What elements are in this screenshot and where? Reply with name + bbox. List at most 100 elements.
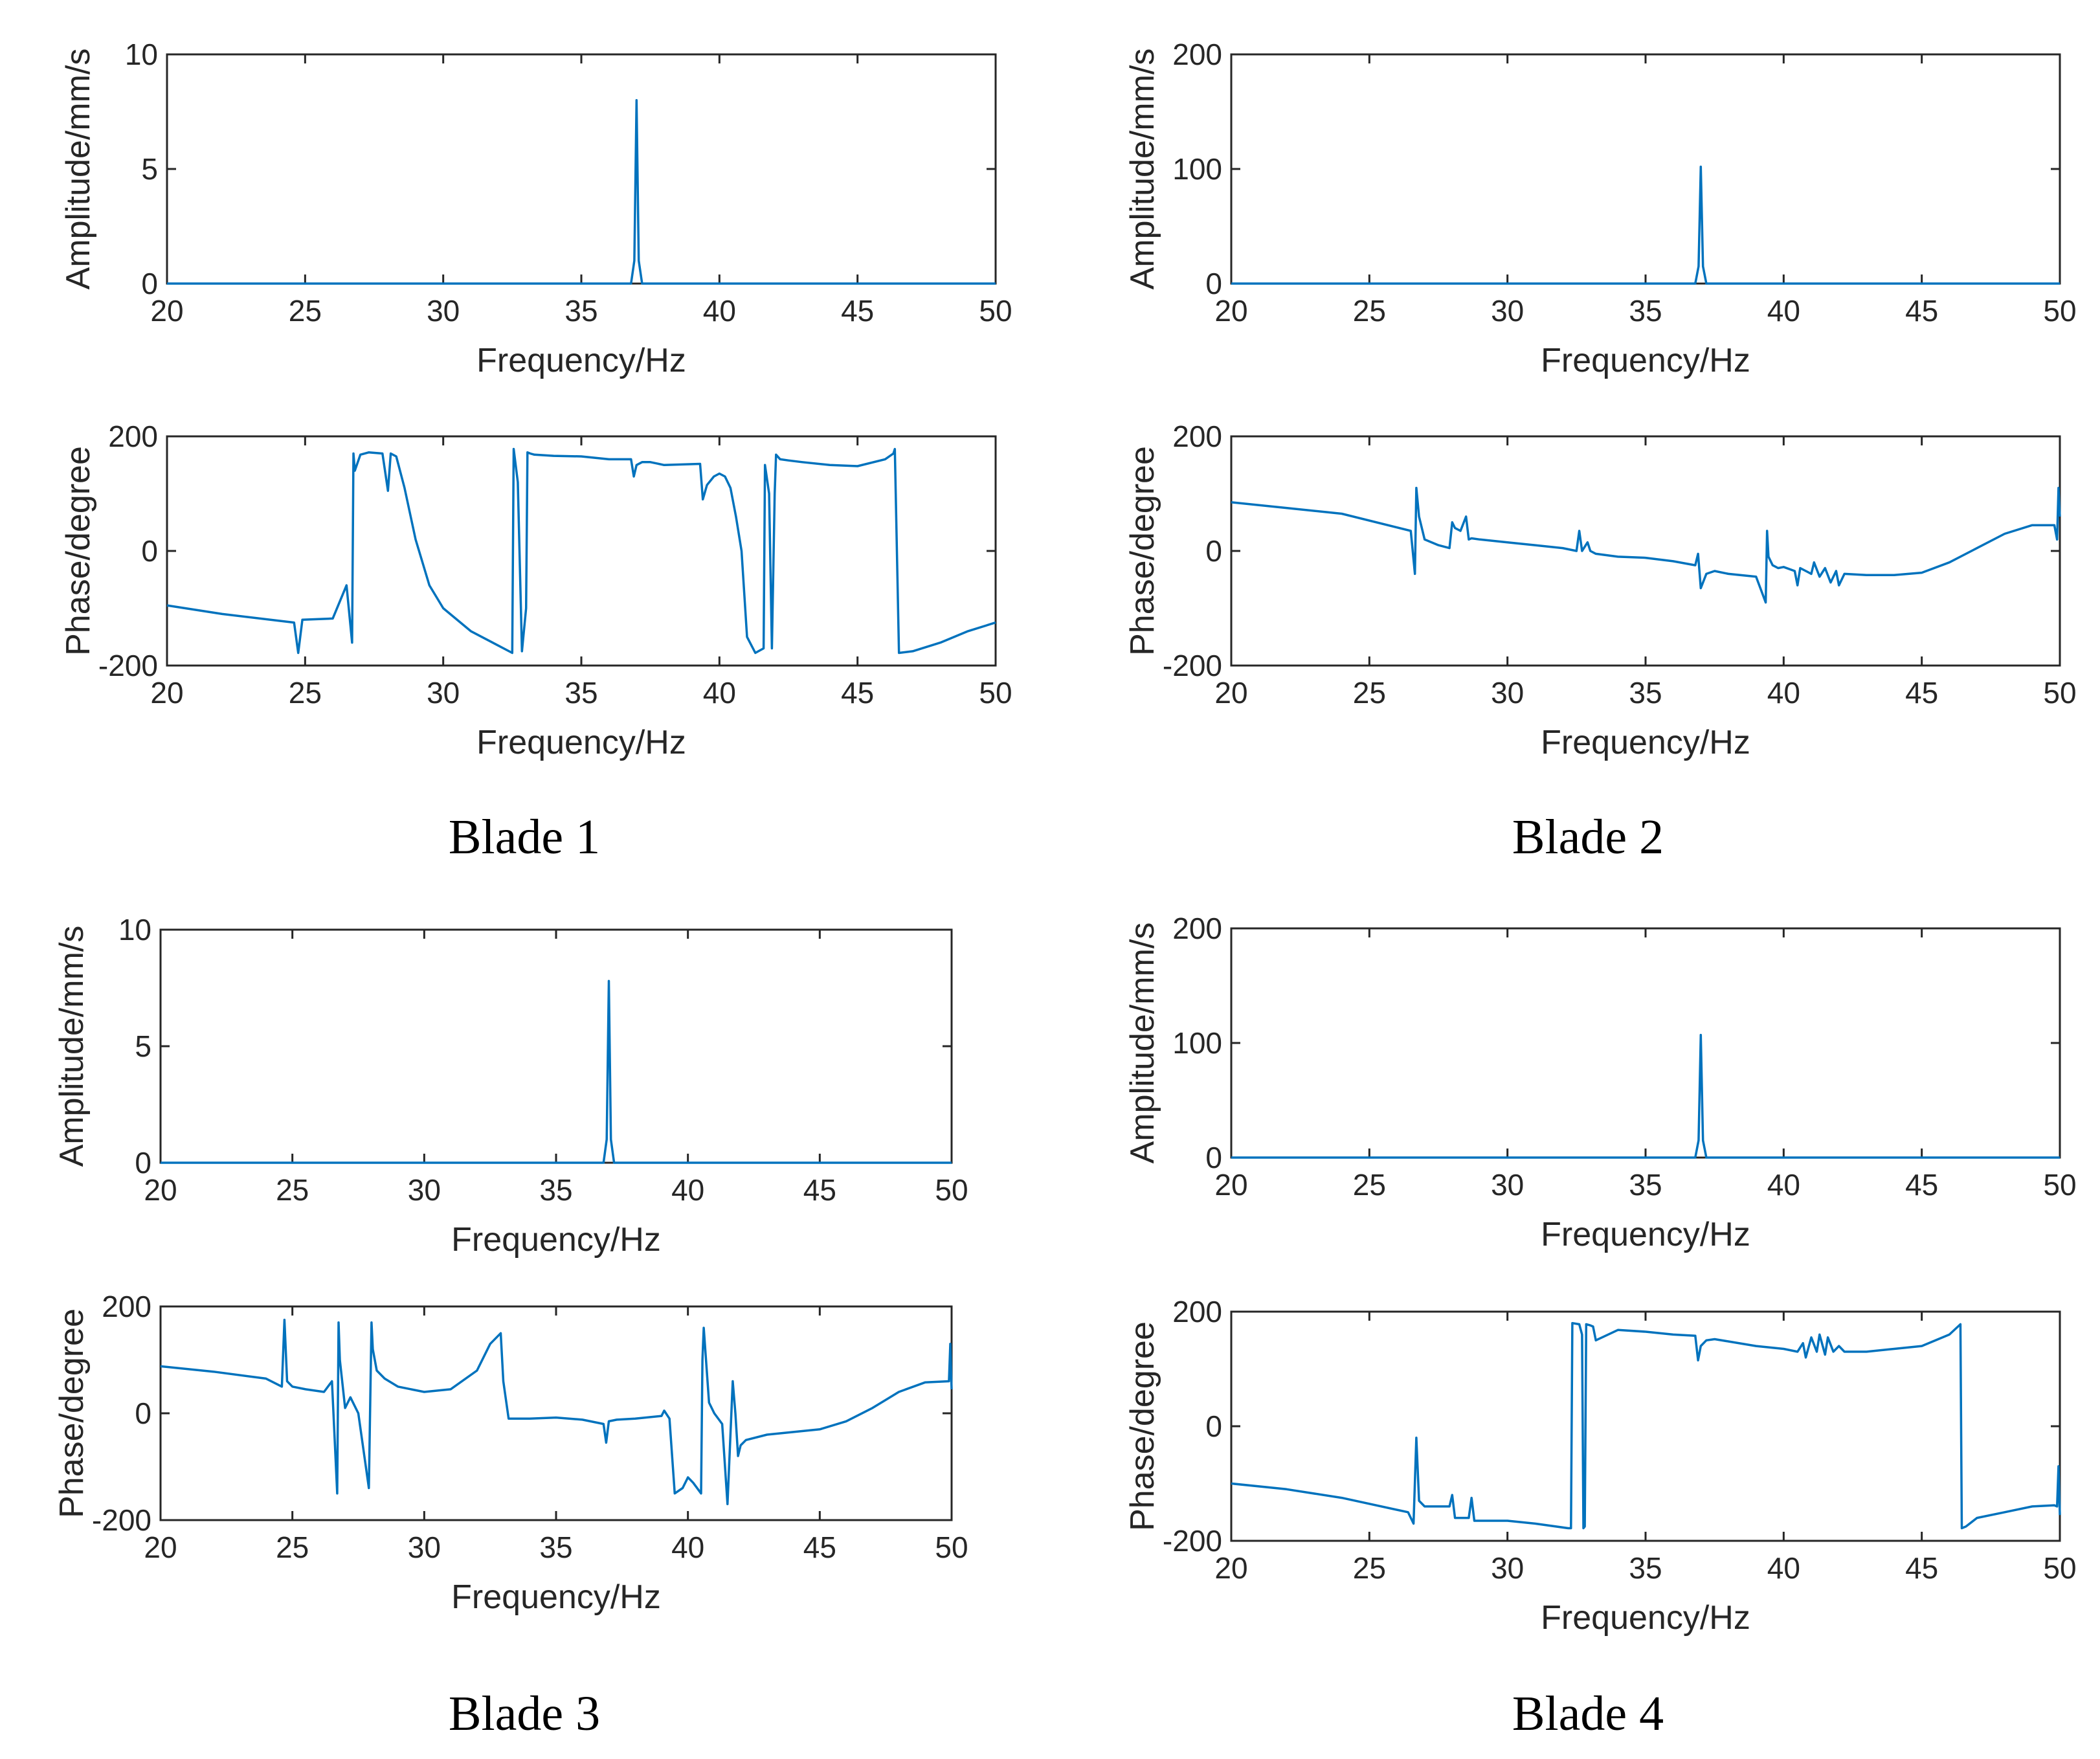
y-axis-label: Phase/degree [1124,446,1161,656]
y-tick-label: -200 [1163,1524,1222,1558]
x-tick-label: 35 [1629,294,1662,328]
x-axis-label: Frequency/Hz [476,342,686,379]
x-axis-label: Frequency/Hz [1541,342,1750,379]
x-tick-label: 45 [1905,294,1938,328]
series-line-amplitude [161,980,952,1164]
x-tick-label: 20 [144,1530,177,1564]
y-tick-label: 100 [1172,1026,1222,1060]
plot-area [1230,927,2061,1159]
caption-blade-3: Blade 3 [449,1686,600,1741]
series-line-amplitude [1231,1033,2060,1159]
chart-b3-amp: 20 25 30 35 40 45 50 0 5 10 Frequency/Hz Amplitude/… [53,913,968,1259]
plot-area [1230,53,2061,285]
x-tick-label: 40 [1767,1551,1800,1585]
y-tick-label: 10 [118,913,151,947]
x-tick-label: 20 [1214,1168,1247,1202]
x-tick-label: 20 [1214,294,1247,328]
x-tick-label: 30 [1491,1168,1524,1202]
x-axis-label: Frequency/Hz [1541,1216,1750,1253]
x-tick-label: 30 [408,1173,441,1207]
chart-b2-amp: 20 25 30 35 40 45 50 0 100 200 Frequency/Hz Amplitu… [1124,38,2077,379]
x-axis-label: Frequency/Hz [451,1578,661,1616]
x-tick-label: 40 [671,1530,704,1564]
y-axis-label: Amplitude/mm/s [1124,49,1161,290]
plot-area [159,928,953,1164]
x-tick-label: 30 [408,1530,441,1564]
y-axis-label: Phase/degree [60,446,97,656]
x-tick-label: 35 [1629,1168,1662,1202]
chart-b2-phase: 20 25 30 35 40 45 50 -200 0 200 Frequency/Hz Phase/… [1124,420,2077,761]
y-tick-label: 5 [141,152,158,186]
x-tick-label: 25 [289,294,322,328]
x-tick-label: 25 [1353,676,1386,710]
y-axis-label: Phase/degree [1124,1321,1161,1531]
x-axis-label: Frequency/Hz [476,724,686,761]
x-tick-label: 25 [289,676,322,710]
x-tick-label: 45 [1905,676,1938,710]
x-axis-label: Frequency/Hz [1541,724,1750,761]
series-line-amplitude [167,99,996,285]
y-axis-label: Amplitude/mm/s [60,49,97,290]
y-tick-label: 0 [141,267,158,300]
x-tick-label: 20 [144,1173,177,1207]
x-tick-label: 30 [1491,294,1524,328]
plot-area [1230,435,2061,667]
y-tick-label: 5 [135,1029,151,1063]
x-axis-label: Frequency/Hz [1541,1599,1750,1637]
y-tick-label: 200 [1172,1295,1222,1328]
x-tick-label: 45 [841,294,874,328]
y-tick-label: 0 [135,1396,151,1430]
plot-area [166,53,997,285]
plot-area [1230,1310,2061,1542]
y-tick-label: 200 [1172,420,1222,453]
chart-b4-amp: 20 25 30 35 40 45 50 0 100 200 Frequency/Hz Amplitu… [1124,912,2077,1253]
series-line-phase [166,447,996,655]
y-tick-label: -200 [1163,649,1222,682]
x-tick-label: 25 [276,1530,309,1564]
y-tick-label: 100 [1172,152,1222,186]
x-tick-label: 40 [1767,1168,1800,1202]
plot-area [166,435,997,667]
series-line-amplitude [1231,165,2060,285]
x-tick-label: 35 [564,294,598,328]
y-tick-label: 0 [1205,1141,1222,1174]
chart-b1-phase: 20 25 30 35 40 45 50 -200 0 200 Frequency/Hz Phase/… [60,420,1012,761]
x-tick-label: 50 [2043,1168,2076,1202]
y-tick-label: 0 [1205,267,1222,300]
x-tick-label: 35 [539,1530,572,1564]
x-tick-label: 45 [803,1173,836,1207]
y-axis-label: Amplitude/mm/s [53,926,91,1167]
x-tick-label: 25 [1353,1168,1386,1202]
x-tick-label: 45 [1905,1168,1938,1202]
x-tick-label: 50 [2043,294,2076,328]
x-tick-label: 35 [1629,1551,1662,1585]
chart-b4-phase: 20 25 30 35 40 45 50 -200 0 200 Frequency/Hz Phase/… [1124,1295,2077,1637]
x-tick-label: 50 [935,1173,968,1207]
y-tick-label: -200 [98,649,158,682]
x-tick-label: 35 [539,1173,572,1207]
y-tick-label: 0 [1205,534,1222,568]
x-tick-label: 20 [150,676,183,710]
chart-b1-amp: 20 25 30 35 40 45 50 0 5 10 Frequency/Hz Amplitude/… [60,38,1012,379]
x-tick-label: 35 [564,676,598,710]
y-axis-label: Phase/degree [53,1308,91,1518]
y-tick-label: 0 [141,534,158,568]
x-tick-label: 25 [1353,1551,1386,1585]
x-axis-label: Frequency/Hz [451,1221,661,1259]
caption-blade-1: Blade 1 [449,810,600,864]
x-tick-label: 45 [803,1530,836,1564]
series-line-phase [1231,486,2061,604]
x-tick-label: 30 [427,676,460,710]
x-tick-label: 25 [1353,294,1386,328]
y-tick-label: 200 [1172,38,1222,71]
x-tick-label: 50 [935,1530,968,1564]
x-tick-label: 40 [1767,294,1800,328]
x-tick-label: 35 [1629,676,1662,710]
y-tick-label: 10 [125,38,158,71]
x-tick-label: 25 [276,1173,309,1207]
caption-blade-2: Blade 2 [1512,810,1664,864]
x-tick-label: 30 [1491,1551,1524,1585]
x-tick-label: 40 [703,676,736,710]
x-tick-label: 50 [2043,1551,2076,1585]
